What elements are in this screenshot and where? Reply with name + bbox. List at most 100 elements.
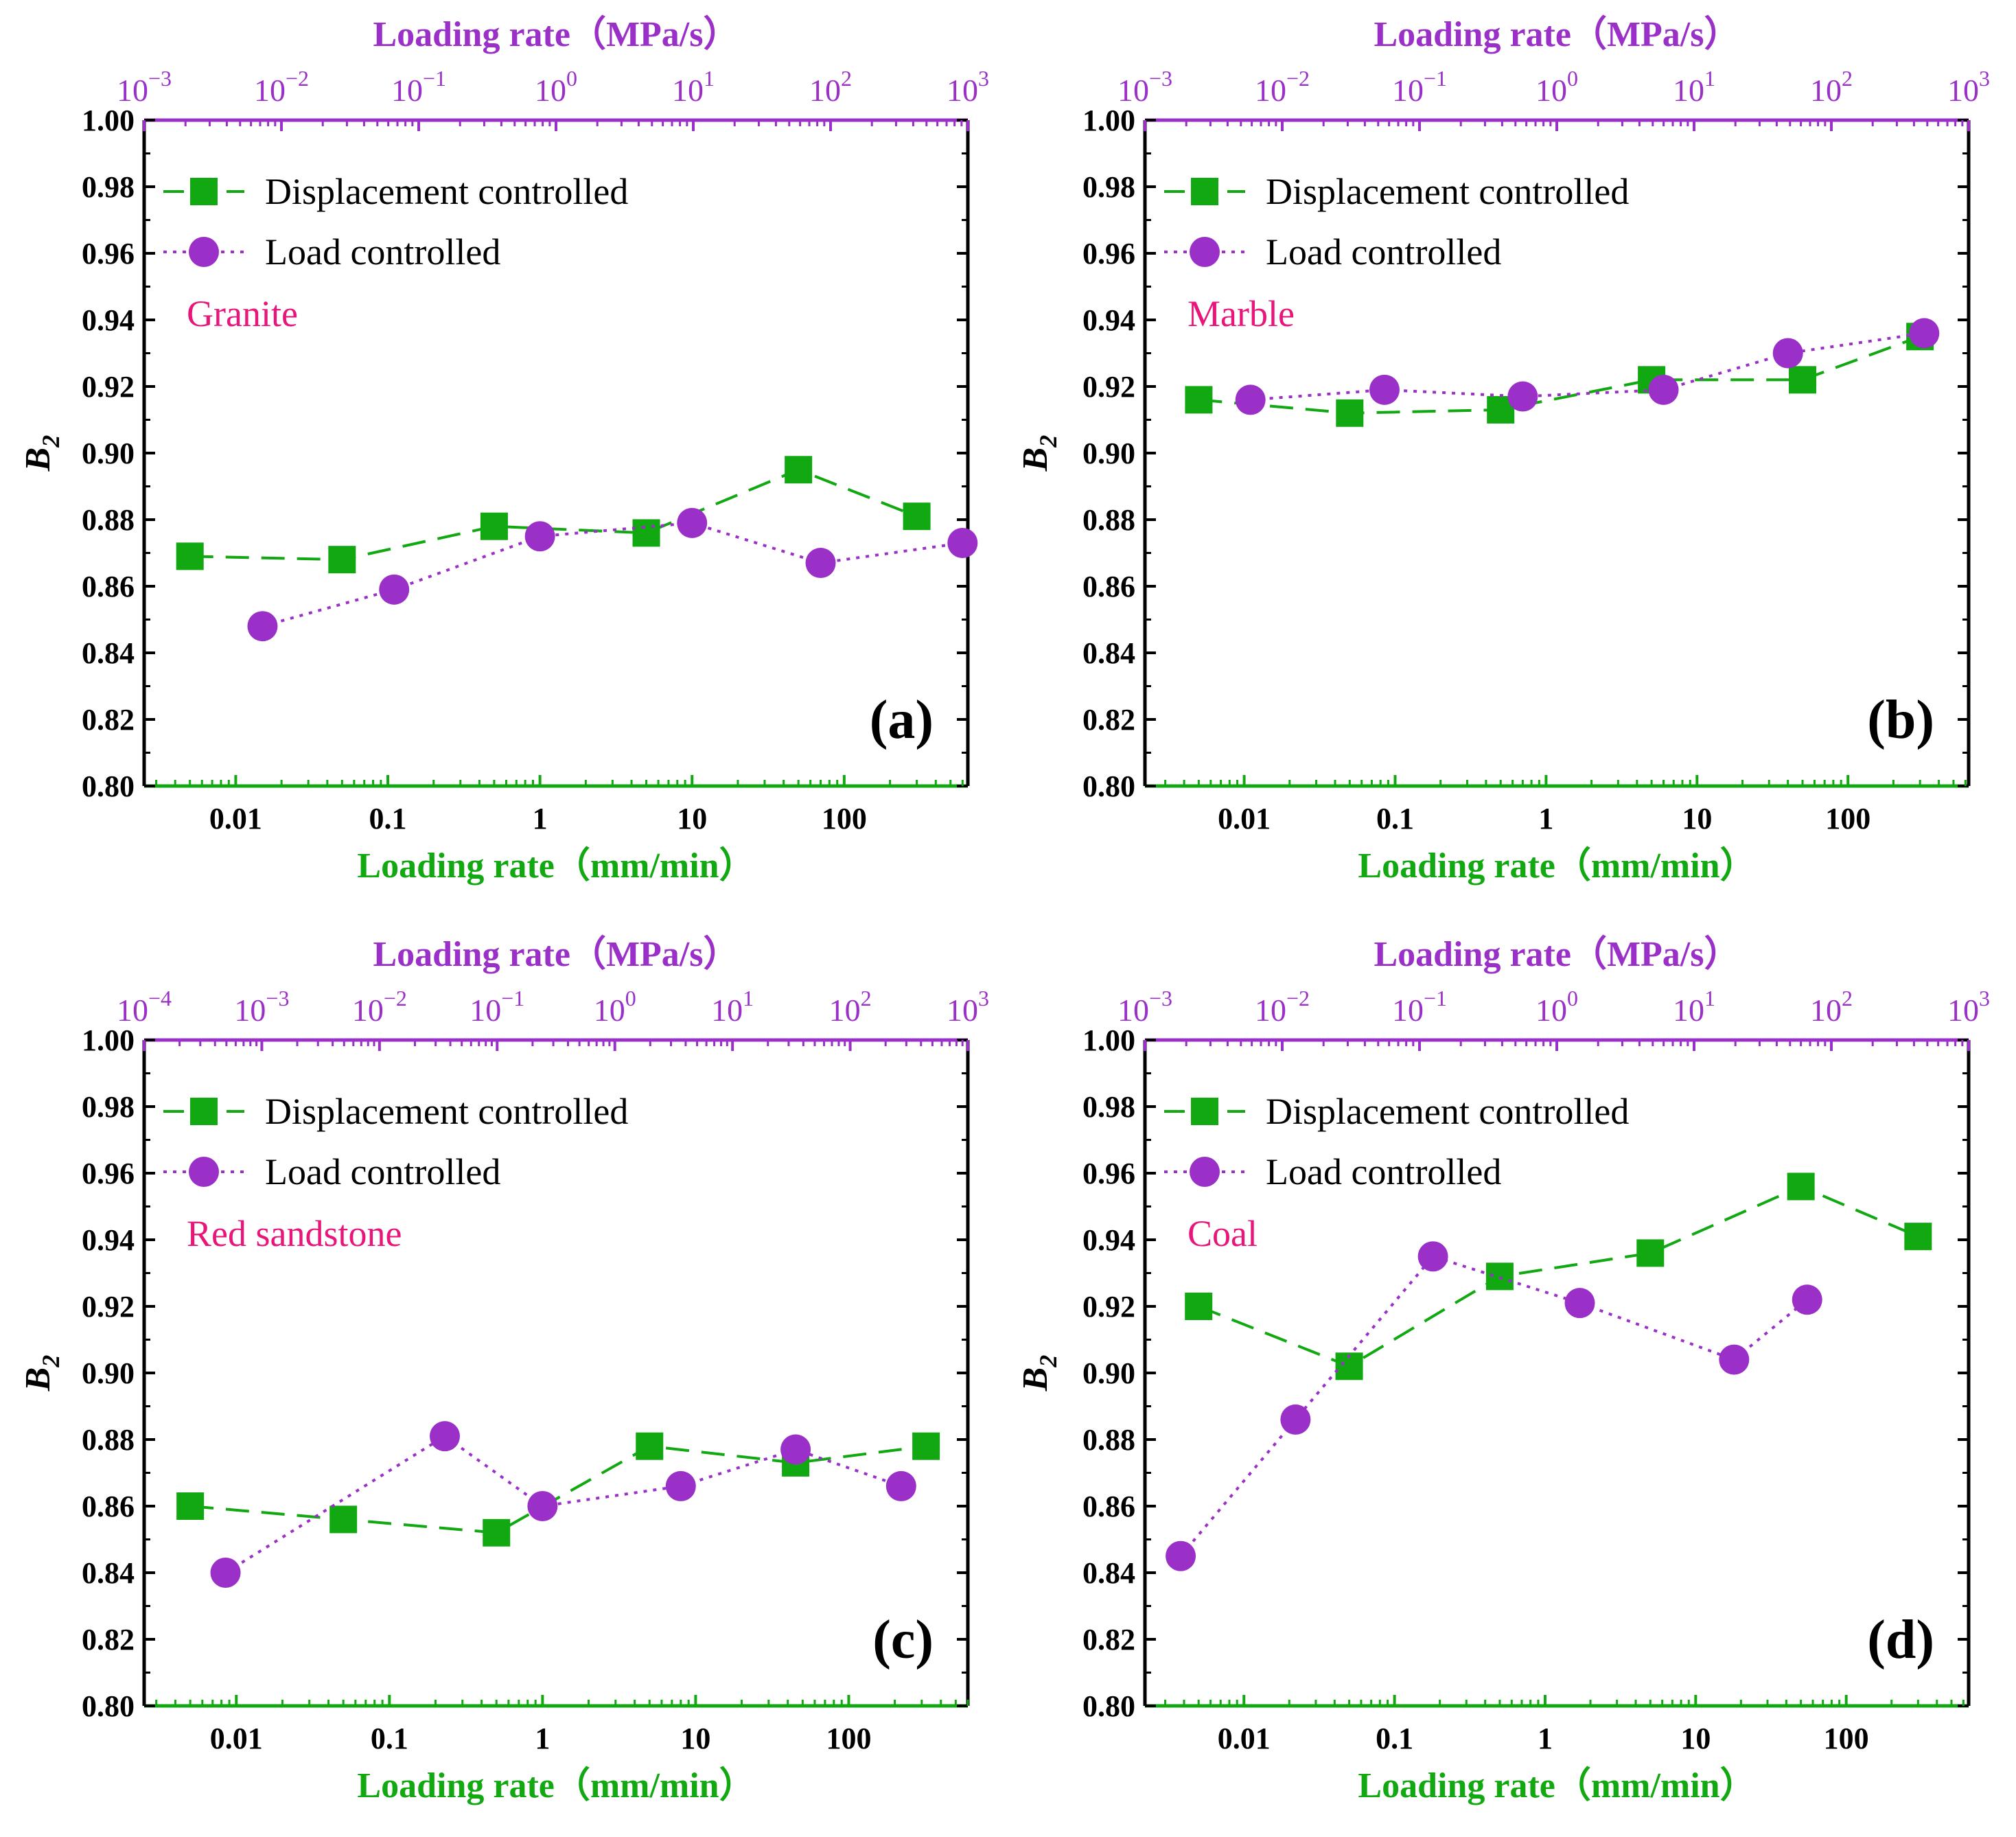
x-tick-label: 10: [1680, 1722, 1711, 1755]
y-tick-label: 1.00: [82, 1024, 135, 1057]
series-line-displacement: [189, 468, 918, 562]
y-tick-label: 0.96: [82, 237, 135, 270]
legend-entry-displacement: Displacement controlled: [1266, 1091, 1629, 1132]
top-tick-base: 10: [1117, 73, 1149, 108]
y-tick-label: 0.92: [1082, 370, 1135, 404]
data-point-circle: [1792, 1284, 1822, 1315]
top-tick-label: 100: [594, 986, 636, 1028]
top-tick-base: 10: [1255, 73, 1286, 108]
top-tick-label: 10−1: [1392, 66, 1447, 108]
top-tick-base: 10: [117, 73, 148, 108]
x-tick-label: 0.01: [210, 1722, 263, 1755]
y-tick-label: 1.00: [1082, 104, 1135, 137]
y-tick-label: 0.98: [1082, 1090, 1135, 1124]
data-point-square: [1787, 1172, 1815, 1201]
legend-circle-marker: [189, 237, 219, 267]
top-tick-exponent: 2: [1842, 66, 1853, 91]
y-tick-label: 0.98: [82, 1090, 135, 1124]
top-tick-base: 10: [1536, 993, 1567, 1028]
y-tick-label: 0.90: [1082, 1356, 1135, 1390]
y-tick-label: 0.92: [1082, 1290, 1135, 1324]
top-tick-base: 10: [1947, 993, 1979, 1028]
x-axis-label-bottom: Loading rate（mm/min）: [357, 846, 754, 886]
data-point-square: [912, 1432, 940, 1460]
top-tick-base: 10: [1536, 73, 1567, 108]
y-tick-label: 0.92: [82, 1290, 135, 1324]
legend-entry-displacement: Displacement controlled: [265, 1091, 628, 1132]
data-point-circle: [430, 1421, 461, 1452]
top-tick-label: 10−2: [352, 986, 407, 1028]
top-tick-base: 10: [809, 73, 841, 108]
data-point-circle: [1564, 1288, 1595, 1319]
top-tick-base: 10: [672, 73, 704, 108]
y-tick-label: 0.80: [1082, 770, 1135, 803]
x-tick-label: 100: [1824, 1722, 1869, 1755]
data-point-circle: [1719, 1344, 1750, 1375]
x-axis-label-bottom: Loading rate（mm/min）: [1358, 1766, 1755, 1805]
data-point-square: [636, 1432, 664, 1460]
y-tick-label: 0.94: [82, 1223, 135, 1257]
top-tick-label: 10−4: [117, 986, 172, 1028]
top-tick-exponent: 3: [1979, 66, 1990, 91]
legend-entry-load: Load controlled: [1266, 231, 1501, 273]
x-tick-label: 100: [826, 1722, 871, 1755]
data-point-square: [1336, 399, 1364, 427]
top-tick-base: 10: [117, 993, 148, 1028]
rock-type-annotation: Granite: [187, 293, 298, 334]
data-point-circle: [524, 521, 555, 552]
x-tick-label: 1: [533, 802, 548, 835]
legend-entry-load: Load controlled: [265, 231, 500, 273]
series-line-displacement: [1198, 335, 1921, 415]
legend-square-marker: [1191, 1098, 1218, 1125]
top-tick-base: 10: [234, 993, 266, 1028]
data-point-circle: [1280, 1404, 1311, 1435]
top-tick-exponent: −1: [1424, 986, 1447, 1010]
top-tick-exponent: −1: [1424, 66, 1447, 91]
top-tick-base: 10: [711, 993, 743, 1028]
data-point-circle: [947, 527, 978, 558]
y-axis-label-main: B: [19, 1367, 58, 1392]
top-tick-label: 10−1: [391, 66, 446, 108]
top-tick-base: 10: [391, 73, 423, 108]
chart-panel-b: 0.80 0.82 0.84 0.86 0.88 0.90 0.92 0.94 0.96 0.98…: [1016, 14, 1990, 886]
top-tick-label: 10−3: [1117, 66, 1172, 108]
data-point-circle: [1772, 338, 1803, 369]
legend-square-marker: [1191, 178, 1218, 205]
y-tick-label: 0.80: [82, 770, 135, 803]
top-tick-exponent: 3: [1979, 986, 1990, 1010]
top-tick-exponent: −3: [148, 66, 172, 91]
rock-type-annotation: Coal: [1187, 1213, 1258, 1254]
top-tick-base: 10: [470, 993, 501, 1028]
top-tick-exponent: 3: [978, 986, 989, 1010]
data-point-circle: [247, 611, 278, 642]
top-tick-label: 10−2: [254, 66, 309, 108]
top-tick-exponent: −1: [501, 986, 524, 1010]
top-tick-label: 10−2: [1255, 986, 1310, 1028]
data-point-circle: [210, 1558, 241, 1588]
x-tick-label: 0.1: [1376, 802, 1414, 835]
x-tick-label: 1: [1538, 802, 1553, 835]
x-tick-label: 0.01: [1218, 802, 1271, 835]
data-point-circle: [805, 548, 836, 579]
data-point-circle: [1369, 374, 1400, 405]
data-point-square: [1185, 386, 1213, 414]
top-tick-label: 102: [829, 986, 872, 1028]
data-point-square: [903, 502, 931, 531]
x-tick-label: 0.1: [369, 802, 407, 835]
data-point-square: [483, 1518, 511, 1547]
top-tick-base: 10: [1810, 993, 1842, 1028]
y-tick-label: 0.80: [82, 1689, 135, 1723]
y-axis-label: B2: [1016, 435, 1062, 472]
chart-panel-c: 0.80 0.82 0.84 0.86 0.88 0.90 0.92 0.94 0.96 0.98…: [19, 934, 989, 1805]
x-tick-label: 0.1: [1376, 1722, 1413, 1755]
series-line-load: [1179, 1254, 1808, 1558]
x-axis-label-bottom: Loading rate（mm/min）: [1358, 846, 1755, 886]
top-tick-base: 10: [1392, 993, 1424, 1028]
y-tick-label: 0.86: [82, 570, 135, 603]
y-tick-label: 1.00: [82, 104, 135, 137]
rock-type-annotation: Red sandstone: [187, 1213, 402, 1254]
data-point-circle: [665, 1470, 696, 1501]
x-tick-label: 1: [1538, 1722, 1553, 1755]
y-tick-label: 0.90: [1082, 437, 1135, 470]
